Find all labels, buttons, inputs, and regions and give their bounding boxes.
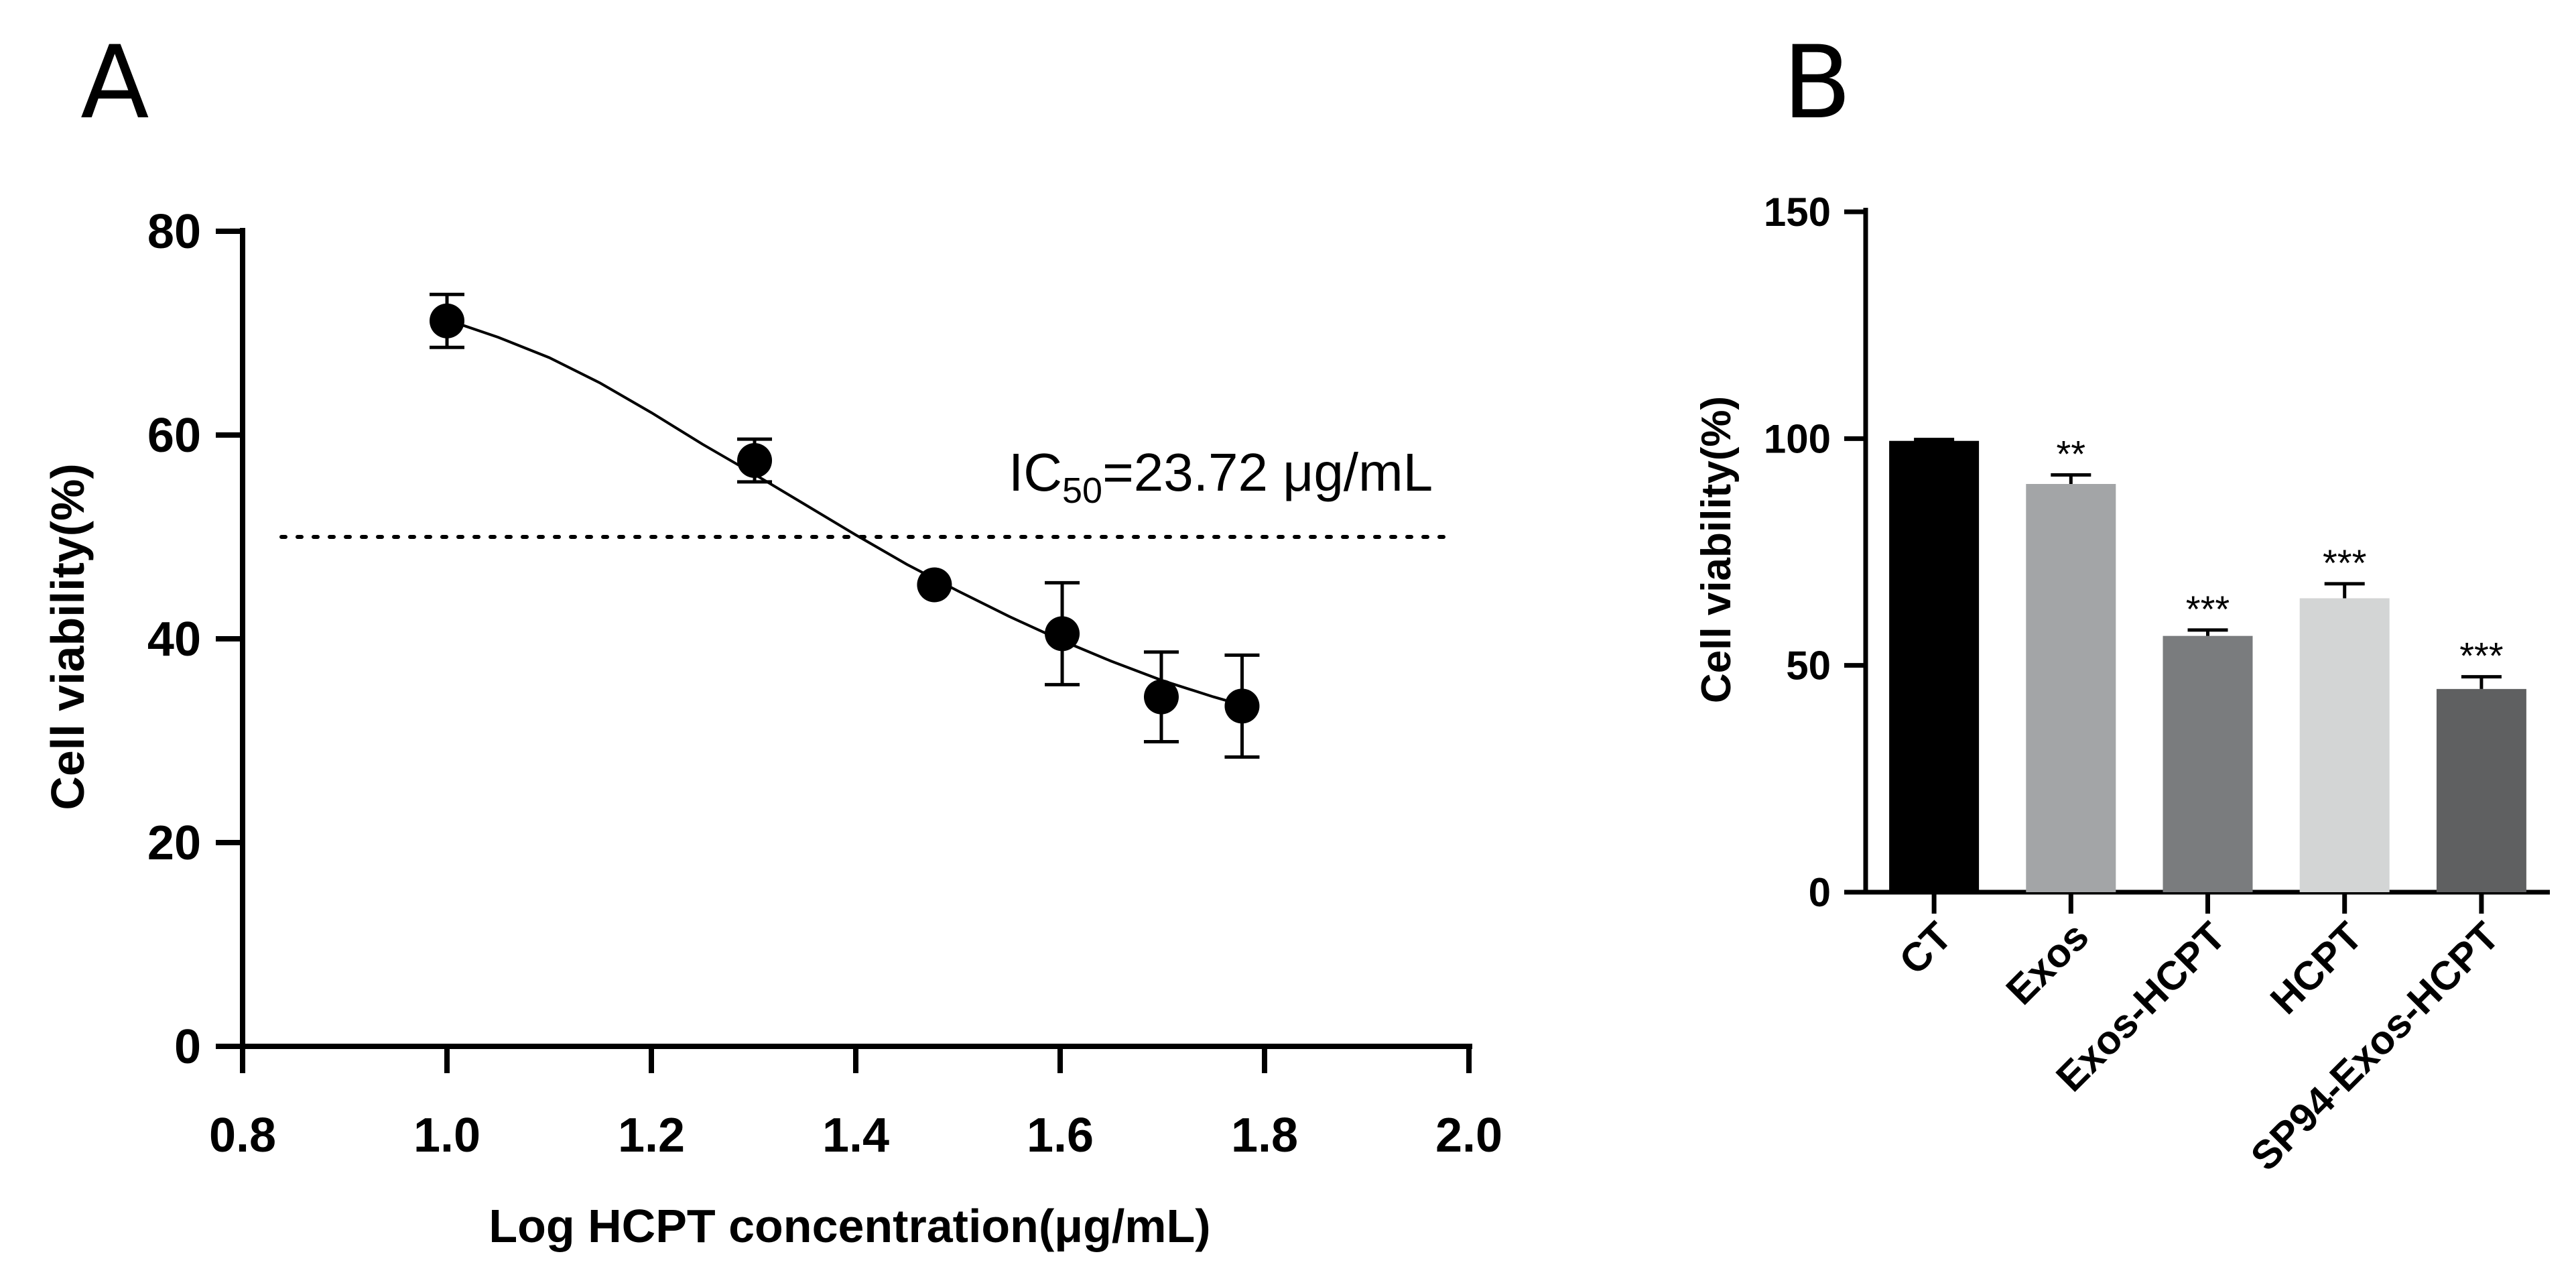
panel-b-y-axis-title: Cell viability(%) bbox=[1693, 396, 1740, 703]
data-point bbox=[1224, 688, 1260, 724]
data-point bbox=[1045, 616, 1080, 652]
bar bbox=[2026, 484, 2116, 892]
data-point bbox=[737, 443, 773, 478]
fit-curve bbox=[446, 318, 1243, 707]
x-tick-label: 1.6 bbox=[1027, 1109, 1094, 1162]
x-tick-label: 1.0 bbox=[413, 1109, 480, 1162]
panel-a-chart: 0 20 40 60 80 0.8 1.0 1.2 1.4 1.6 1.8 2.0 IC50=23.… bbox=[42, 205, 1502, 1252]
bar bbox=[2436, 688, 2526, 892]
panel-a-x-axis-title: Log HCPT concentration(μg/mL) bbox=[489, 1200, 1210, 1252]
ic50-annotation: IC50=23.72 μg/mL bbox=[1009, 442, 1433, 511]
y-tick-label: 80 bbox=[147, 205, 201, 259]
data-point bbox=[430, 303, 464, 339]
y-tick-label: 60 bbox=[147, 409, 201, 463]
category-label: Exos bbox=[1998, 914, 2098, 1014]
data-point bbox=[917, 567, 952, 603]
y-tick-label: 50 bbox=[1786, 644, 1831, 688]
panel-label-a: A bbox=[80, 25, 149, 141]
x-tick-label: 2.0 bbox=[1435, 1109, 1502, 1162]
y-tick-label: 0 bbox=[174, 1020, 201, 1074]
y-tick-label: 0 bbox=[1809, 870, 1831, 915]
bar bbox=[2299, 598, 2390, 892]
category-label: SP94-Exos-HCPT bbox=[2242, 914, 2508, 1179]
y-tick-label: 150 bbox=[1764, 190, 1831, 235]
y-tick-label: 100 bbox=[1764, 416, 1831, 461]
significance-label: *** bbox=[2459, 635, 2503, 677]
data-point bbox=[1143, 679, 1179, 715]
bar bbox=[2163, 635, 2253, 892]
significance-label: *** bbox=[2186, 588, 2230, 630]
y-tick-label: 20 bbox=[147, 816, 201, 870]
x-tick-label: 0.8 bbox=[209, 1109, 276, 1162]
y-tick-label: 40 bbox=[147, 613, 201, 666]
x-tick-label: 1.8 bbox=[1231, 1109, 1298, 1162]
category-label: HCPT bbox=[2262, 914, 2371, 1023]
significance-label: *** bbox=[2323, 542, 2366, 584]
x-tick-label: 1.2 bbox=[618, 1109, 685, 1162]
panel-label-b: B bbox=[1783, 25, 1852, 141]
bar bbox=[1889, 440, 1980, 892]
category-label: CT bbox=[1890, 914, 1960, 983]
x-tick-label: 1.4 bbox=[822, 1109, 889, 1162]
significance-label: ** bbox=[2057, 432, 2086, 475]
panel-a-y-axis-title: Cell viability(%) bbox=[42, 463, 94, 810]
